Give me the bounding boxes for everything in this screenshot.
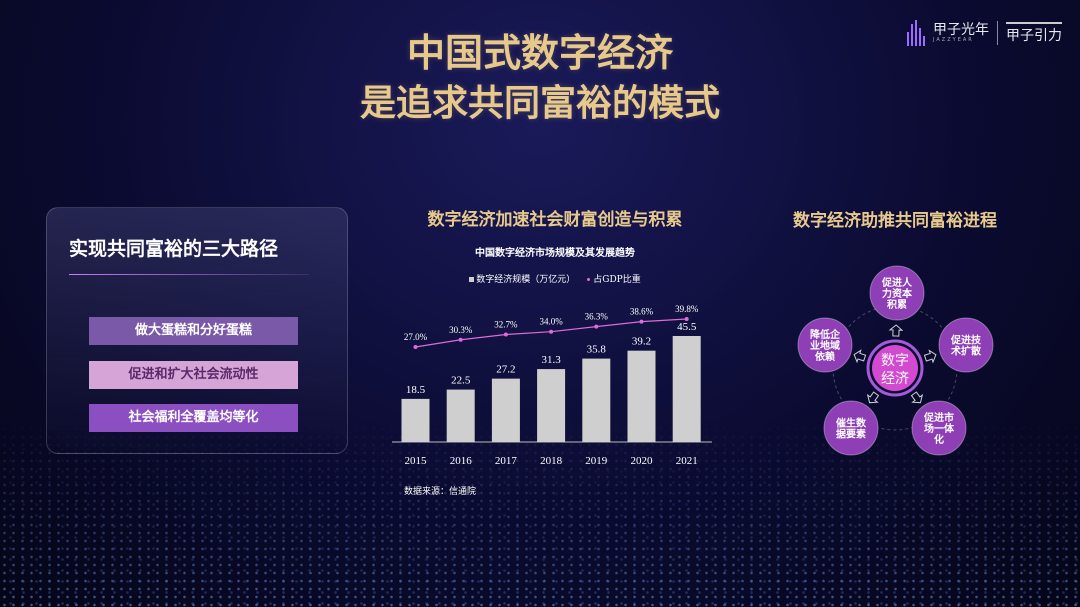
driver-node-2-label-line-1: 促进技 xyxy=(950,334,982,347)
legend-bar-label: 数字经济规模（万亿元） xyxy=(476,275,576,285)
driver-node-3 xyxy=(911,400,967,456)
bar-2015 xyxy=(401,398,430,442)
logo-divider xyxy=(997,21,998,45)
driver-node-1-label-line-1: 促进人 xyxy=(881,276,913,289)
share-point-2020 xyxy=(639,319,644,324)
driver-node-5-label-line-2: 业地域 xyxy=(810,339,840,352)
panel-divider xyxy=(69,274,309,275)
share-label-2020: 38.6% xyxy=(630,307,654,317)
share-label-2016: 30.3% xyxy=(449,325,473,335)
logo-brand-name: 甲子光年 xyxy=(933,21,989,38)
share-label-2021: 39.8% xyxy=(675,304,699,314)
share-point-2015 xyxy=(413,345,418,349)
share-point-2017 xyxy=(503,332,508,337)
brand-logo: 甲子光年 JAZZYEAR 甲子引力 xyxy=(907,20,1062,46)
bar-2017 xyxy=(491,378,520,442)
bar-value-label-2019: 35.8 xyxy=(587,344,607,356)
chart-section-title: 数字经济加速社会财富创造与积累 xyxy=(427,210,683,230)
x-tick-label-2018: 2018 xyxy=(540,455,563,467)
paths-panel-title: 实现共同富裕的三大路径 xyxy=(69,238,279,260)
legend-line-label: 占GDP比重 xyxy=(593,275,641,285)
path-item-3: 社会福利全覆盖均等化 xyxy=(89,404,298,432)
bar-2020 xyxy=(627,350,656,442)
page-title-line-2: 是追求共同富裕的模式 xyxy=(359,82,720,124)
share-point-2016 xyxy=(458,337,463,342)
legend-bar-swatch xyxy=(469,277,475,282)
bar-value-label-2021: 45.5 xyxy=(677,321,697,333)
logo-brand-sub: JAZZYEAR xyxy=(933,36,974,43)
driver-node-3-label-line-2: 场一体 xyxy=(924,422,955,435)
diagram-section-title: 数字经济助推共同富裕进程 xyxy=(793,211,997,231)
legend-line-swatch xyxy=(587,278,591,281)
arrow-icon-2 xyxy=(923,349,937,364)
driver-node-5 xyxy=(797,317,853,373)
driver-node-5-label-line-1: 降低企 xyxy=(810,328,841,341)
center-label-line-1: 数字 xyxy=(881,353,909,369)
x-tick-label-2015: 2015 xyxy=(405,455,428,467)
driver-node-4-label-line-1: 催生数 xyxy=(836,417,867,430)
logo-partner-name: 甲子引力 xyxy=(1006,21,1062,45)
arrow-icon-3 xyxy=(910,391,924,404)
bar-value-label-2017: 27.2 xyxy=(496,364,515,376)
page-title-line-1: 中国式数字经济 xyxy=(406,30,673,75)
x-tick-label-2019: 2019 xyxy=(585,455,608,467)
bar-value-label-2016: 22.5 xyxy=(451,375,471,387)
x-tick-label-2021: 2021 xyxy=(676,455,698,467)
x-tick-label-2020: 2020 xyxy=(631,455,654,467)
share-label-2015: 27.0% xyxy=(404,332,428,342)
driver-node-1-label-line-3: 积累 xyxy=(887,298,907,311)
center-label-line-2: 经济 xyxy=(881,371,909,387)
x-tick-label-2016: 2016 xyxy=(450,455,473,467)
share-point-2019 xyxy=(594,324,599,329)
share-label-2017: 32.7% xyxy=(494,320,518,330)
share-label-2019: 36.3% xyxy=(585,312,609,322)
arrow-icon-1 xyxy=(888,324,904,337)
center-circle xyxy=(872,345,918,391)
driver-node-2-label-line-2: 术扩散 xyxy=(950,345,982,358)
chart-legend: 数字经济规模（万亿元） 占GDP比重 xyxy=(380,272,730,285)
driver-node-5-label-line-3: 依赖 xyxy=(815,350,835,363)
path-item-2: 促进和扩大社会流动性 xyxy=(89,361,298,389)
arrow-icon-4 xyxy=(866,391,880,404)
arrow-icon-5 xyxy=(853,349,867,364)
driver-node-3-label-line-1: 促进市 xyxy=(923,411,954,424)
driver-node-1-label-line-2: 力资本 xyxy=(882,287,913,300)
paths-panel: 实现共同富裕的三大路径 做大蛋糕和分好蛋糕 促进和扩大社会流动性 社会福利全覆盖… xyxy=(46,207,348,454)
bar-value-label-2015: 18.5 xyxy=(406,384,426,396)
center-ring xyxy=(866,339,924,397)
chart-title: 中国数字经济市场规模及其发展趋势 xyxy=(475,248,635,259)
driver-node-1 xyxy=(869,265,925,321)
driver-node-4-label-line-2: 据要素 xyxy=(836,428,866,441)
bar-2016 xyxy=(446,389,475,442)
data-source-note: 数据来源：信通院 xyxy=(404,487,477,497)
bar-2019 xyxy=(582,358,611,442)
driver-node-3-label-line-3: 化 xyxy=(934,433,944,446)
x-tick-label-2017: 2017 xyxy=(495,455,518,467)
bar-value-label-2018: 31.3 xyxy=(541,354,561,366)
share-label-2018: 34.0% xyxy=(539,317,563,327)
driver-node-2 xyxy=(938,317,994,373)
bar-2018 xyxy=(537,369,566,442)
bar-value-label-2020: 39.2 xyxy=(632,336,651,348)
driver-node-4 xyxy=(823,400,879,456)
share-point-2021 xyxy=(684,317,689,321)
share-point-2018 xyxy=(549,329,554,334)
jazzyear-logo-icon xyxy=(907,20,925,46)
path-item-1: 做大蛋糕和分好蛋糕 xyxy=(89,317,298,345)
bar-2021 xyxy=(672,336,701,442)
